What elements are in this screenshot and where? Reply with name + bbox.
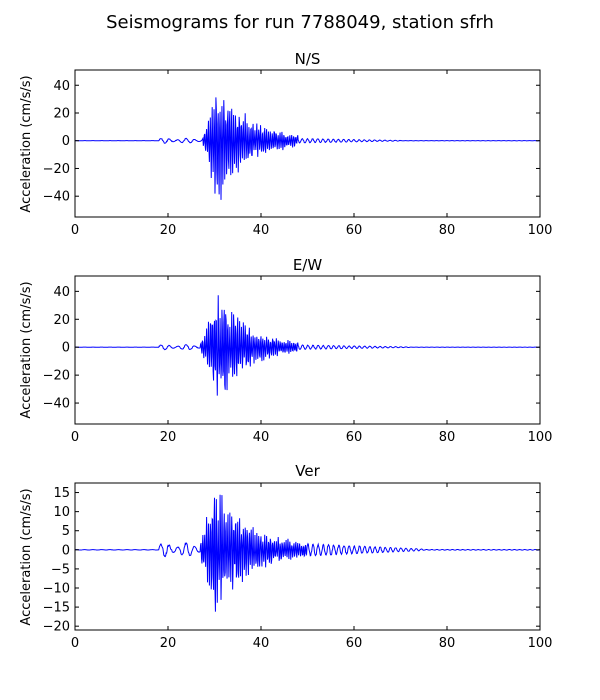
y-axis-label: Acceleration (cm/s/s) (19, 281, 34, 418)
axes-frame (74, 69, 541, 218)
y-axis-label: Acceleration (cm/s/s) (19, 488, 34, 625)
y-tick-label: −20 (43, 162, 70, 177)
y-tick-label: 5 (62, 524, 70, 539)
y-tick-label: 0 (62, 341, 70, 356)
x-tick-label: 20 (160, 223, 177, 238)
x-tick-label: 60 (346, 223, 363, 238)
axes-frame (74, 482, 541, 631)
plot-area: 0 20 40 60 80 100 15 10 5 0 −5 −10 −15 −20 (43, 482, 553, 651)
x-tick-label: 0 (71, 430, 79, 445)
series-line (75, 97, 540, 200)
x-tick-label: 80 (439, 223, 456, 238)
panel-ver: Ver Acceleration (cm/s/s) 0 20 40 60 80 10015… (19, 462, 552, 651)
panel-title: E/W (293, 256, 323, 274)
x-tick-label: 20 (160, 430, 177, 445)
y-tick-label: −10 (43, 582, 70, 597)
x-tick-label: 60 (346, 636, 363, 651)
y-tick-label: 0 (62, 543, 70, 558)
y-tick-label: 10 (53, 505, 70, 520)
plot-area: 0 20 40 60 80 100 40 20 0 −20 −40 (43, 69, 553, 238)
y-tick-label: 40 (53, 79, 70, 94)
y-tick-label: −40 (43, 190, 70, 205)
x-tick-label: 100 (528, 430, 553, 445)
x-tick-label: 40 (253, 636, 270, 651)
y-tick-label: 20 (53, 313, 70, 328)
y-tick-label: −15 (43, 601, 70, 616)
y-tick-label: −40 (43, 397, 70, 412)
panel-ns: N/S Acceleration (cm/s/s) 0 20 40 60 80 100 40… (19, 50, 552, 238)
y-tick-label: −20 (43, 620, 70, 635)
y-tick-label: −5 (51, 562, 70, 577)
x-tick-label: 0 (71, 636, 79, 651)
y-tick-label: −20 (43, 369, 70, 384)
y-axis-label: Acceleration (cm/s/s) (19, 75, 34, 212)
x-tick-label: 40 (253, 430, 270, 445)
x-tick-label: 0 (71, 223, 79, 238)
x-tick-label: 40 (253, 223, 270, 238)
figure-title: Seismograms for run 7788049, station sfr… (106, 12, 494, 33)
series-line (75, 494, 540, 612)
y-tick-label: 15 (53, 486, 70, 501)
x-tick-label: 80 (439, 636, 456, 651)
panel-title: N/S (295, 50, 321, 68)
y-tick-label: 40 (53, 285, 70, 300)
series-line (75, 295, 540, 396)
panel-title: Ver (295, 462, 320, 480)
x-tick-label: 80 (439, 430, 456, 445)
plot-area: 0 20 40 60 80 100 40 20 0 −20 −40 (43, 275, 553, 445)
panel-ew: E/W Acceleration (cm/s/s) 0 20 40 60 80 100 40… (19, 256, 552, 445)
x-tick-label: 60 (346, 430, 363, 445)
y-tick-label: 20 (53, 106, 70, 121)
y-tick-label: 0 (62, 134, 70, 149)
x-tick-label: 100 (528, 223, 553, 238)
x-tick-label: 20 (160, 636, 177, 651)
axes-frame (74, 275, 541, 425)
x-tick-label: 100 (528, 636, 553, 651)
